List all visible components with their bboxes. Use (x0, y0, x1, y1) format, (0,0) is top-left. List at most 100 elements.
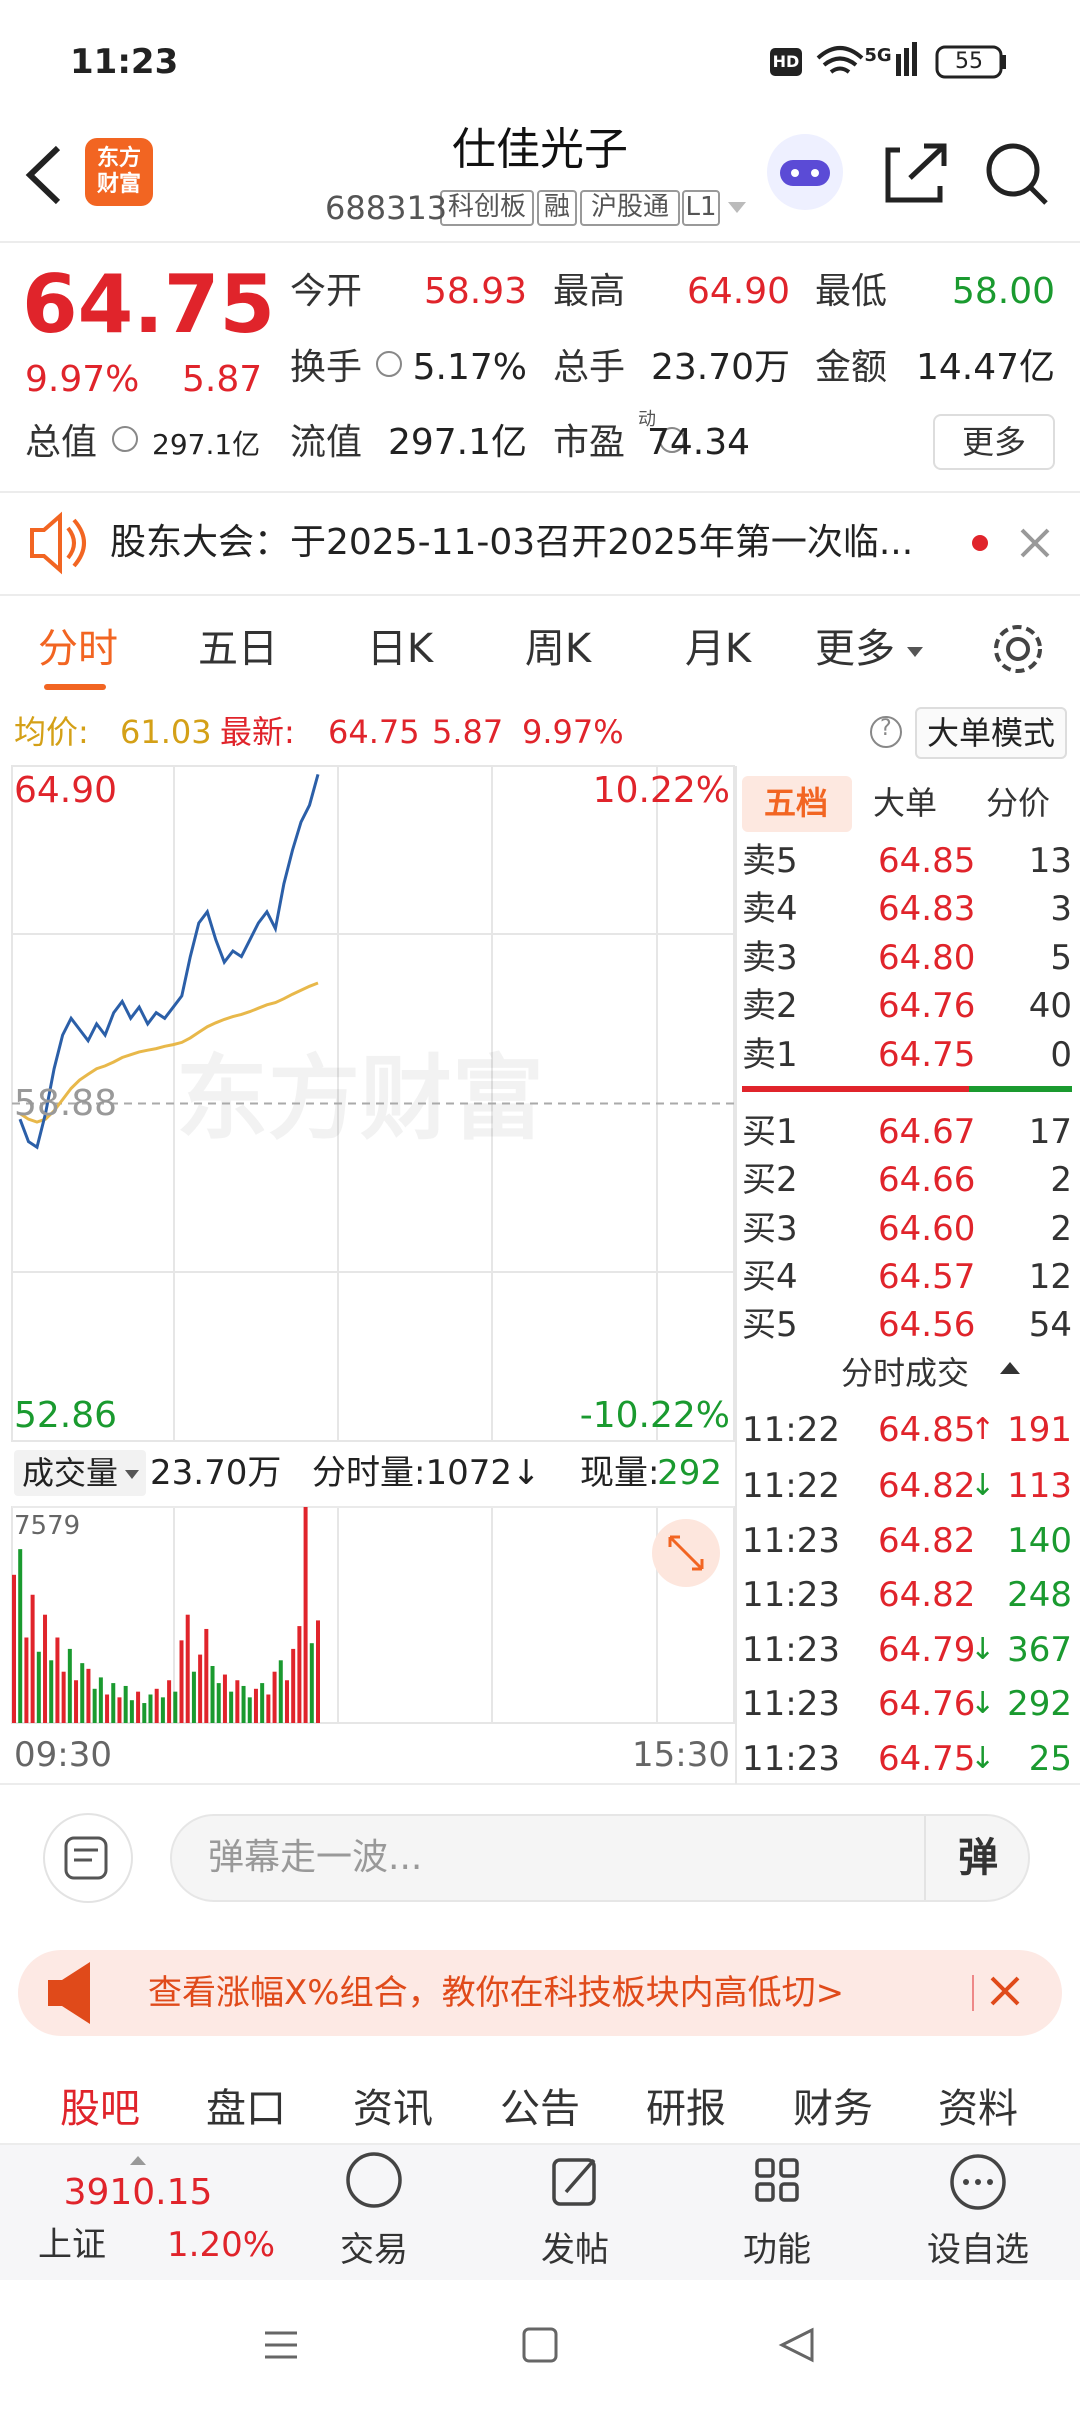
book-level: 买2 (742, 1159, 798, 1200)
trade-direction: ↓ (970, 1632, 996, 1667)
volume-select[interactable] (14, 1450, 146, 1496)
volume-bar (198, 1654, 203, 1723)
period-tab[interactable]: 月K (684, 626, 752, 672)
period-tab[interactable]: 五日 (198, 626, 278, 672)
trade-direction: ↑ (970, 1412, 996, 1447)
stock-tag: 沪股通 (590, 192, 670, 223)
period-tab[interactable]: 周K (524, 626, 592, 672)
more-label[interactable]: 更多 (961, 422, 1027, 461)
field-value: 297.1亿 (152, 428, 261, 462)
divider (0, 594, 1080, 596)
volume-bar (136, 1691, 141, 1723)
back-icon[interactable] (25, 145, 61, 205)
search-icon[interactable] (986, 143, 1048, 205)
help-icon[interactable]: ? (880, 716, 892, 741)
volume-bar (297, 1626, 302, 1723)
stock-tag: L1 (685, 192, 717, 223)
comment-placeholder[interactable]: 弹幕走一波... (208, 1837, 423, 1879)
volume-bar (241, 1685, 246, 1723)
comment-input[interactable] (170, 1814, 1030, 1902)
logo-text[interactable]: 东方财富 (96, 146, 141, 198)
book-qty: 40 (1028, 985, 1072, 1026)
order-tab[interactable]: 大单 (872, 783, 938, 822)
status-time: 11:23 (70, 41, 179, 82)
stock-tag: 科创板 (447, 192, 527, 223)
order-tab-active[interactable] (742, 776, 852, 832)
bottom-button[interactable]: 发帖 (541, 2229, 609, 2270)
period-tab[interactable]: 分时 (38, 626, 118, 672)
bottom-button[interactable]: 设自选 (927, 2229, 1029, 2270)
avg-value: 61.03 (120, 712, 212, 751)
more-button[interactable] (933, 414, 1055, 470)
volume-bar (86, 1668, 91, 1723)
banner[interactable] (18, 1950, 1062, 2036)
volume-bar (272, 1671, 277, 1723)
trade-direction: ↓ (970, 1741, 996, 1776)
trade-price: 64.79 (878, 1629, 976, 1670)
bottom-tab[interactable]: 盘口 (206, 2086, 286, 2132)
book-level: 卖2 (742, 985, 798, 1026)
volume-label[interactable]: 成交量 (22, 1453, 119, 1492)
book-qty: 54 (1028, 1304, 1072, 1345)
volume-bar (179, 1640, 184, 1723)
big-order-mode-button[interactable] (915, 707, 1067, 759)
close-notice[interactable] (1020, 528, 1050, 558)
period-tab[interactable]: 更多 (815, 626, 895, 672)
index-value: 3910.15 (63, 2172, 213, 2214)
book-level: 买4 (742, 1256, 798, 1297)
book-qty: 12 (1028, 1256, 1072, 1297)
bottom-tab[interactable]: 资料 (938, 2086, 1018, 2132)
bottom-button[interactable]: 功能 (743, 2229, 811, 2270)
notice-text[interactable]: 股东大会：于2025-11-03召开2025年第一次临... (110, 522, 914, 564)
comment-icon[interactable] (43, 1813, 133, 1903)
bottom-tab[interactable]: 财务 (793, 2086, 873, 2132)
danmaku-button[interactable]: 弹 (958, 1835, 998, 1881)
assistant-icon[interactable] (767, 134, 843, 210)
bottom-tab[interactable]: 股吧 (60, 2086, 140, 2132)
trade-qty: 140 (1007, 1520, 1072, 1561)
book-ratio-buy (969, 1086, 1072, 1092)
now-volume: 292 (657, 1452, 722, 1493)
volume-bar (260, 1683, 265, 1723)
book-level: 买5 (742, 1304, 798, 1345)
period-volume: 分时量:1072↓ (312, 1452, 541, 1493)
field-value: 74.34 (646, 422, 750, 464)
bottom-tab[interactable]: 资讯 (353, 2086, 433, 2132)
expand-icon[interactable] (652, 1519, 720, 1587)
period-tab[interactable]: 日K (366, 626, 434, 672)
volume-bar (154, 1688, 159, 1723)
avg-line (19, 981, 319, 1124)
field-value: 58.00 (951, 271, 1055, 313)
field-label: 总手 (553, 347, 626, 389)
last-change: 5.87 (432, 712, 504, 751)
bottom-icon-dots (963, 2179, 993, 2185)
app-logo[interactable] (85, 138, 153, 206)
share-icon[interactable] (885, 143, 947, 203)
banner-text[interactable]: 查看涨幅X%组合，教你在科技板块内高低切> (148, 1972, 845, 2013)
trades-arrow (1000, 1362, 1020, 1374)
bottom-button[interactable]: 交易 (340, 2229, 408, 2270)
book-price: 64.60 (878, 1208, 976, 1249)
bottom-icons[interactable] (346, 2152, 1006, 2210)
settings-icon[interactable] (994, 625, 1042, 673)
trade-time: 11:23 (742, 1738, 840, 1779)
volume-bar (253, 1688, 258, 1723)
volume-bar (204, 1628, 209, 1723)
divider (0, 2143, 1080, 2145)
volume-bar (49, 1660, 54, 1723)
info-icons (112, 351, 902, 748)
book-level: 卖1 (742, 1034, 798, 1075)
field-label: 换手 (290, 347, 363, 389)
bottom-tab[interactable]: 研报 (646, 2086, 726, 2132)
big-order-mode[interactable]: 大单模式 (926, 713, 1056, 752)
book-price: 64.56 (878, 1304, 976, 1345)
book-qty: 0 (1050, 1034, 1072, 1075)
trades-title[interactable]: 分时成交 (840, 1353, 970, 1392)
close-banner[interactable] (990, 1976, 1020, 2006)
nav-bar[interactable] (265, 2327, 814, 2363)
volume-bar (111, 1683, 116, 1723)
bottom-tab[interactable]: 公告 (500, 2086, 580, 2132)
book-qty: 2 (1050, 1159, 1072, 1200)
order-tab[interactable]: 五档 (763, 783, 829, 822)
order-tab[interactable]: 分价 (985, 783, 1051, 822)
